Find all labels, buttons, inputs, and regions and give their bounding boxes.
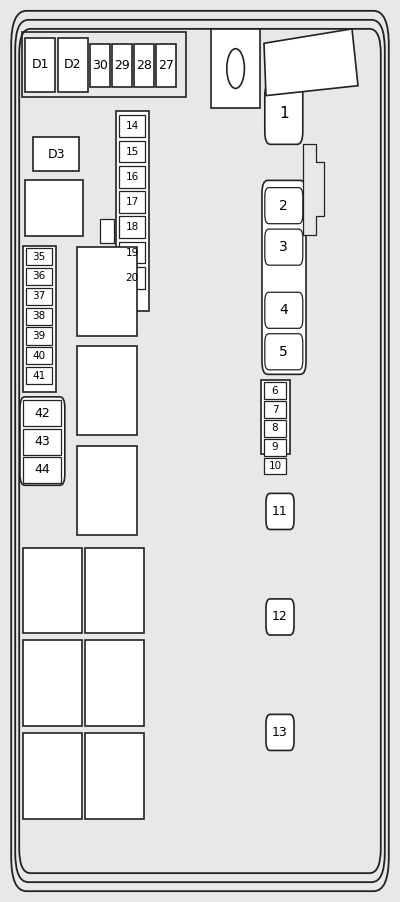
Text: 30: 30 — [92, 60, 108, 72]
Bar — [134, 44, 154, 87]
Text: 7: 7 — [272, 404, 278, 415]
Text: 1: 1 — [279, 106, 289, 121]
Text: 20: 20 — [126, 272, 138, 283]
Text: 10: 10 — [268, 461, 282, 472]
Bar — [90, 44, 110, 87]
Text: 43: 43 — [34, 436, 50, 448]
FancyBboxPatch shape — [262, 180, 306, 374]
FancyBboxPatch shape — [265, 83, 303, 144]
Text: D2: D2 — [64, 59, 81, 71]
Text: 39: 39 — [32, 331, 46, 341]
Text: 36: 36 — [32, 272, 46, 281]
Bar — [26, 347, 52, 364]
Bar — [26, 367, 52, 384]
Bar — [26, 327, 52, 345]
Text: 14: 14 — [125, 121, 139, 132]
Bar — [26, 248, 52, 265]
Text: 8: 8 — [272, 423, 278, 434]
Text: 19: 19 — [125, 247, 139, 258]
Text: 44: 44 — [34, 464, 50, 476]
Bar — [77, 446, 137, 535]
Bar — [77, 247, 137, 336]
Text: D3: D3 — [48, 148, 65, 161]
Bar — [23, 429, 61, 455]
FancyBboxPatch shape — [266, 714, 294, 750]
Bar — [119, 267, 145, 289]
Bar — [58, 38, 88, 92]
Bar — [26, 268, 52, 285]
Text: 28: 28 — [136, 60, 152, 72]
Text: 35: 35 — [32, 252, 46, 262]
Bar — [23, 733, 82, 819]
Bar — [261, 380, 290, 454]
FancyBboxPatch shape — [265, 292, 303, 328]
Polygon shape — [264, 29, 358, 96]
Bar — [100, 219, 114, 243]
Bar — [264, 439, 286, 456]
Text: 41: 41 — [32, 371, 46, 381]
Bar — [22, 32, 186, 97]
Bar — [23, 246, 56, 392]
Text: 11: 11 — [272, 505, 288, 518]
Text: D1: D1 — [32, 59, 49, 71]
Text: 15: 15 — [125, 146, 139, 157]
Bar — [264, 420, 286, 437]
Text: 27: 27 — [158, 60, 174, 72]
Bar — [156, 44, 176, 87]
Circle shape — [227, 49, 244, 88]
Bar — [85, 548, 144, 633]
Text: 2: 2 — [280, 198, 288, 213]
Bar — [119, 141, 145, 162]
Bar — [25, 38, 55, 92]
Text: 5: 5 — [280, 345, 288, 359]
Bar — [23, 548, 82, 633]
Bar — [23, 640, 82, 726]
FancyBboxPatch shape — [266, 493, 294, 529]
Text: 6: 6 — [272, 385, 278, 396]
Bar — [264, 382, 286, 399]
FancyBboxPatch shape — [265, 229, 303, 265]
Bar — [264, 458, 286, 474]
Bar — [25, 180, 83, 236]
Text: 16: 16 — [125, 171, 139, 182]
Text: 13: 13 — [272, 726, 288, 739]
FancyBboxPatch shape — [265, 334, 303, 370]
Bar — [211, 29, 260, 108]
Text: 37: 37 — [32, 291, 46, 301]
Text: 29: 29 — [114, 60, 130, 72]
FancyBboxPatch shape — [20, 397, 65, 485]
FancyBboxPatch shape — [266, 599, 294, 635]
Text: 12: 12 — [272, 611, 288, 623]
Bar — [119, 166, 145, 188]
Text: 40: 40 — [32, 351, 45, 361]
Bar — [264, 401, 286, 418]
Bar — [119, 216, 145, 238]
Polygon shape — [303, 144, 324, 235]
Text: 4: 4 — [280, 303, 288, 318]
Bar — [33, 137, 79, 171]
Text: 9: 9 — [272, 442, 278, 453]
Text: 3: 3 — [280, 240, 288, 254]
Text: 42: 42 — [34, 407, 50, 419]
Bar — [23, 457, 61, 483]
Bar — [119, 115, 145, 137]
Bar — [26, 308, 52, 325]
Bar — [119, 242, 145, 263]
Bar — [85, 640, 144, 726]
Bar — [85, 733, 144, 819]
Bar — [26, 288, 52, 305]
Bar — [119, 191, 145, 213]
Bar — [23, 400, 61, 426]
FancyBboxPatch shape — [265, 188, 303, 224]
Text: 18: 18 — [125, 222, 139, 233]
Text: 17: 17 — [125, 197, 139, 207]
Bar — [77, 346, 137, 435]
Bar — [116, 111, 149, 311]
Text: 38: 38 — [32, 311, 46, 321]
Bar — [112, 44, 132, 87]
